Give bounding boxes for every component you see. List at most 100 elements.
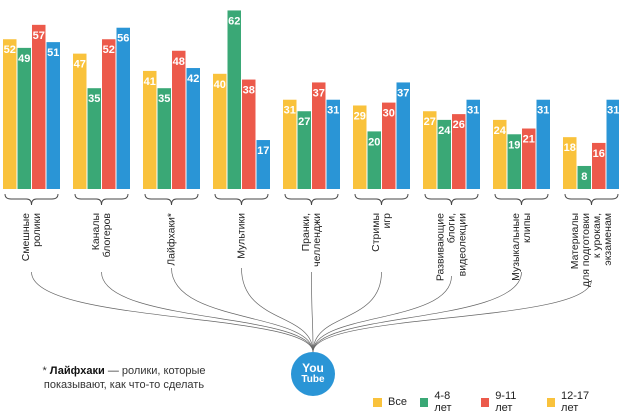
youtube-logo-top: You: [291, 362, 335, 374]
bar: [3, 39, 17, 189]
bar-value-label: 62: [228, 15, 240, 27]
bar-value-label: 37: [313, 87, 325, 99]
bar-value-label: 8: [581, 171, 587, 183]
legend-label-4-8: 4-8 лет: [434, 390, 468, 414]
bar-value-label: 18: [564, 142, 576, 154]
bar: [228, 10, 242, 189]
category-brace: [215, 194, 268, 205]
connector-line: [313, 272, 522, 352]
legend-item-all: Все: [373, 396, 407, 408]
category-brace: [145, 194, 198, 205]
bar: [102, 39, 116, 189]
bar-value-label: 16: [593, 148, 605, 160]
bar-value-label: 41: [144, 76, 156, 88]
footnote: * Лайфхаки — ролики, которые показывают,…: [24, 364, 224, 392]
legend-swatch-all: [373, 398, 382, 407]
legend-item-12-17: 12-17 лет: [547, 390, 606, 414]
bar-value-label: 17: [257, 145, 269, 157]
category-braces: [5, 194, 618, 205]
bar-value-label: 27: [424, 116, 436, 128]
category-label: Мультики: [236, 213, 248, 259]
category-label-line: челленджи: [311, 213, 323, 267]
bar-value-label: 21: [523, 134, 535, 146]
bar-value-label: 52: [4, 44, 16, 56]
bar-value-label: 35: [158, 93, 170, 105]
legend-label-9-11: 9-11 лет: [495, 390, 533, 414]
bar-value-label: 38: [243, 85, 255, 97]
category-brace: [565, 194, 618, 205]
category-label-line: Лайфхаки*: [166, 213, 178, 266]
category-label-line: экзаменам: [602, 213, 614, 266]
category-label: Лайфхаки*: [166, 213, 178, 266]
legend: Все 4-8 лет 9-11 лет 12-17 лет: [373, 390, 619, 414]
category-label: Пранки,челленджи: [300, 213, 323, 267]
bar-value-label: 49: [18, 53, 30, 65]
legend-label-12-17: 12-17 лет: [561, 390, 606, 414]
bar-value-label: 42: [187, 73, 199, 85]
legend-swatch-9-11: [481, 398, 489, 407]
category-label-line: видеолекции: [457, 213, 469, 276]
bar: [187, 68, 201, 189]
connector-line: [32, 272, 314, 352]
legend-swatch-4-8: [420, 398, 428, 407]
bar-value-label: 20: [368, 136, 380, 148]
legend-item-9-11: 9-11 лет: [481, 390, 534, 414]
bar-value-label: 47: [74, 59, 86, 71]
connector-line: [313, 280, 592, 352]
bar: [73, 54, 87, 189]
category-brace: [495, 194, 548, 205]
category-brace: [355, 194, 408, 205]
legend-item-4-8: 4-8 лет: [420, 390, 468, 414]
category-label-line: клипы: [521, 213, 533, 243]
bar-group: 40 62 38 17: [213, 10, 270, 189]
bar-value-label: 26: [453, 119, 465, 131]
bar: [32, 25, 46, 189]
bar-value-label: 56: [117, 33, 129, 45]
category-brace: [285, 194, 338, 205]
bar-value-label: 31: [284, 105, 296, 117]
bar-value-label: 29: [354, 110, 366, 122]
bar: [143, 71, 157, 189]
bar-group: 18 8 16 31: [563, 100, 619, 189]
bar-value-label: 31: [607, 105, 619, 117]
category-brace: [75, 194, 128, 205]
bar: [213, 74, 227, 189]
bar-value-label: 57: [33, 30, 45, 42]
bar: [117, 28, 131, 189]
category-label-line: Мультики: [236, 213, 248, 259]
bar-value-label: 24: [438, 125, 451, 137]
bar-value-label: 27: [298, 116, 310, 128]
bar-value-label: 31: [537, 105, 549, 117]
category-brace: [425, 194, 478, 205]
bar-value-label: 40: [214, 79, 226, 91]
category-label-line: игр: [381, 213, 393, 229]
connector-line: [172, 268, 314, 352]
category-brace: [5, 194, 58, 205]
bar-value-label: 24: [494, 125, 507, 137]
footnote-term: Лайфхаки: [50, 365, 105, 377]
bar-value-label: 30: [383, 108, 395, 120]
connector-lines: [32, 268, 592, 352]
bar-value-label: 35: [88, 93, 100, 105]
youtube-logo: You Tube: [291, 352, 335, 396]
legend-label-all: Все: [388, 396, 407, 408]
bar-value-label: 31: [467, 105, 479, 117]
category-label-line: блогеров: [101, 213, 113, 258]
bar: [47, 42, 61, 189]
bar-value-label: 48: [173, 56, 185, 68]
